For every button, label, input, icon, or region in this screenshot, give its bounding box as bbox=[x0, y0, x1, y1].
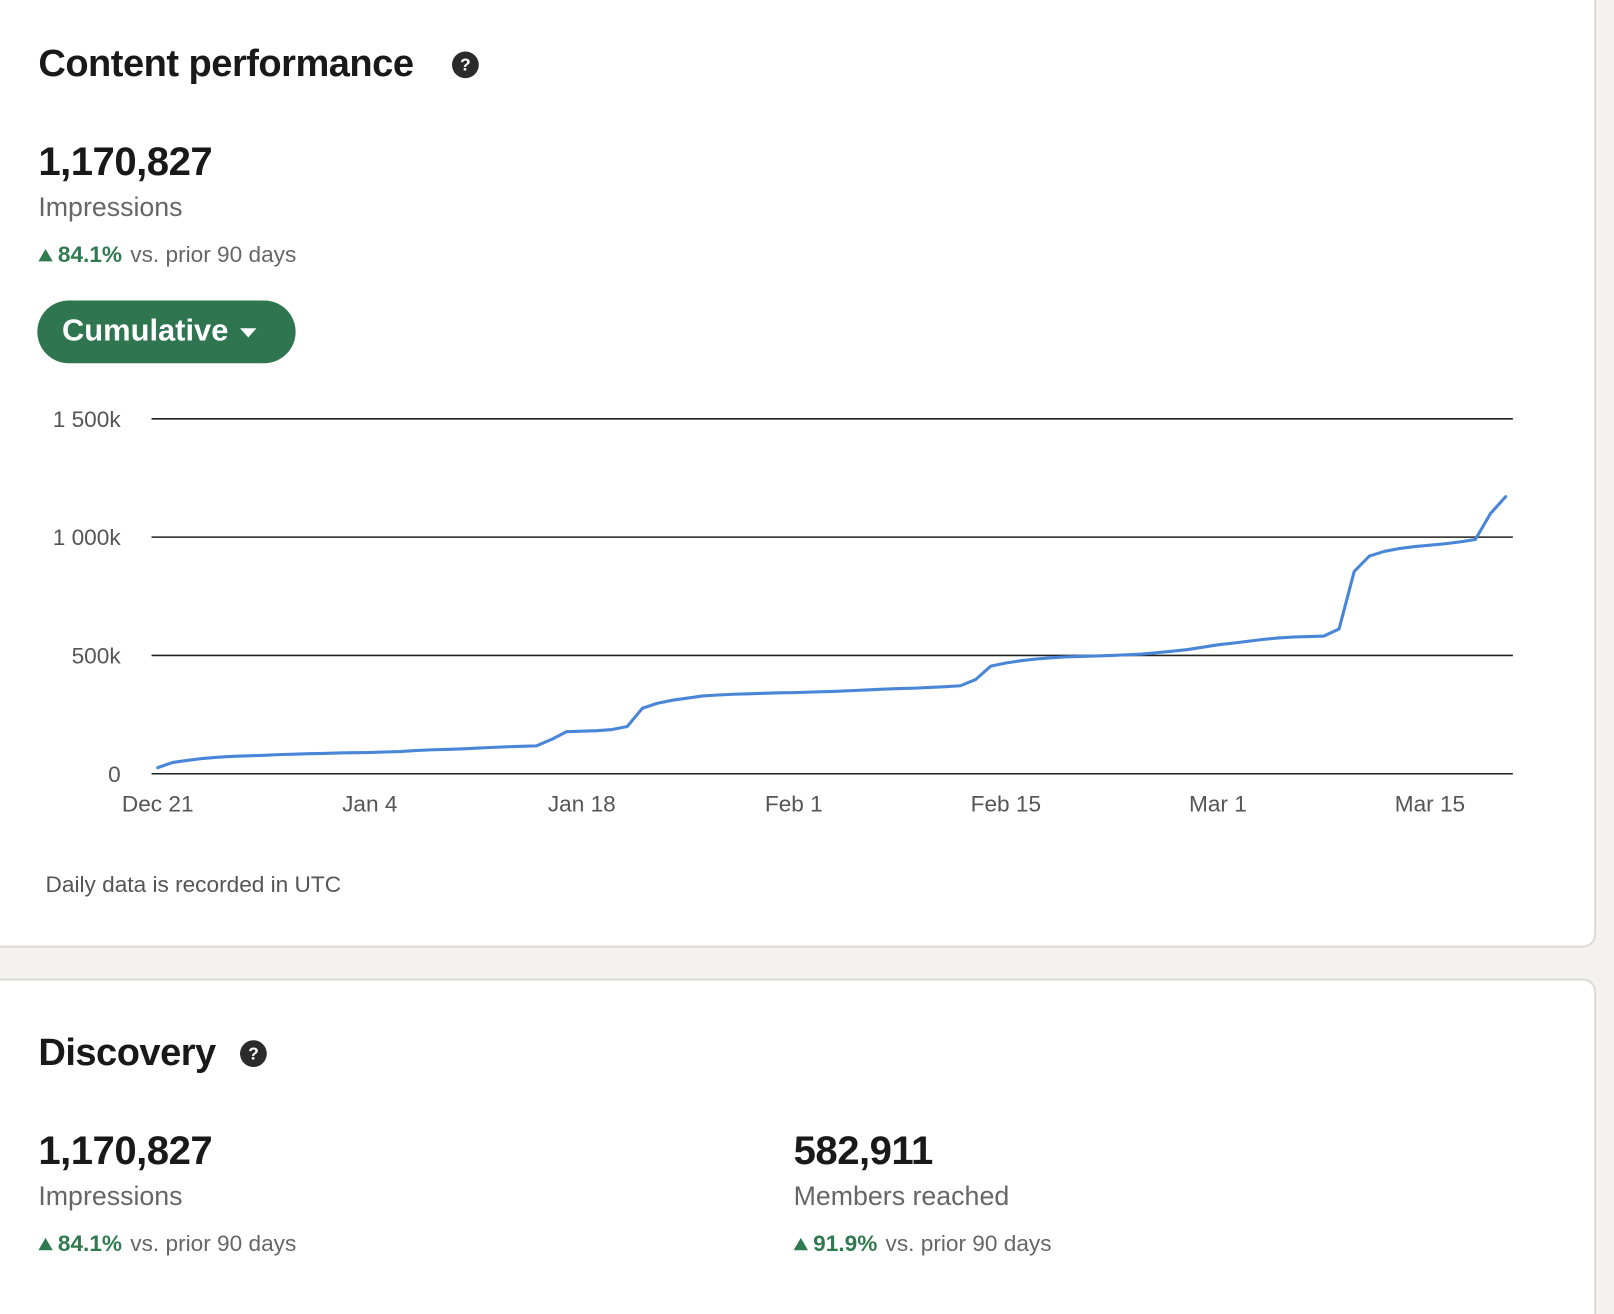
section-title: Discovery bbox=[38, 1032, 216, 1074]
y-tick-label: 1 000k bbox=[53, 525, 122, 550]
data-line bbox=[156, 495, 1508, 770]
x-tick-label: Dec 21 bbox=[122, 792, 194, 817]
up-arrow bbox=[793, 1237, 809, 1251]
up-arrow bbox=[38, 249, 53, 262]
card bbox=[0, 978, 1597, 1314]
y-tick-label: 0 bbox=[108, 762, 121, 787]
x-tick-label: Jan 18 bbox=[548, 792, 616, 817]
metric-value: 1,170,827 bbox=[38, 139, 212, 184]
svg-text:?: ? bbox=[248, 1043, 259, 1063]
x-tick-label: Feb 1 bbox=[765, 792, 823, 817]
x-tick-label: Feb 15 bbox=[971, 792, 1041, 817]
change-value: 91.9% bbox=[813, 1231, 877, 1256]
footnote: Daily data is recorded in UTC bbox=[46, 872, 342, 897]
x-tick-label: Mar 1 bbox=[1189, 792, 1247, 817]
metric-value: 582,911 bbox=[794, 1128, 933, 1173]
y-tick-label: 1 500k bbox=[53, 407, 122, 432]
comparison: vs. prior 90 days bbox=[130, 242, 296, 267]
svg-text:?: ? bbox=[460, 54, 471, 74]
metric: 1,170,827 Impressions 84.1% vs. prior 90 … bbox=[38, 1128, 296, 1256]
change-line: 84.1% vs. prior 90 days bbox=[58, 1231, 296, 1256]
change-line: 84.1% vs. prior 90 days bbox=[58, 242, 296, 267]
section-title: Content performance bbox=[38, 43, 413, 85]
metric: 582,911 Members reached 91.9% vs. prior 9… bbox=[793, 1128, 1052, 1256]
card bbox=[0, 0, 1597, 948]
metric-label: Impressions bbox=[38, 192, 182, 222]
change-line: 91.9% vs. prior 90 days bbox=[813, 1231, 1051, 1256]
change-value: 84.1% bbox=[58, 242, 122, 267]
up-arrow bbox=[38, 1237, 53, 1251]
metric-value: 1,170,827 bbox=[38, 1128, 212, 1173]
line-chart: 0 500k 1 000k 1 500k Dec 21 Jan 4 Jan 18 Feb 1 F… bbox=[53, 407, 1513, 817]
x-tick-label: Mar 15 bbox=[1395, 792, 1465, 817]
comparison: vs. prior 90 days bbox=[130, 1231, 296, 1256]
button-label: Cumulative bbox=[62, 313, 228, 348]
help-icon[interactable]: ? bbox=[452, 51, 479, 79]
y-tick-label: 500k bbox=[72, 643, 122, 668]
metric-label: Members reached bbox=[794, 1181, 1010, 1211]
change-value: 84.1% bbox=[58, 1231, 122, 1256]
help-icon[interactable]: ? bbox=[240, 1040, 267, 1068]
comparison: vs. prior 90 days bbox=[886, 1231, 1052, 1256]
x-tick-label: Jan 4 bbox=[342, 792, 397, 817]
view-button[interactable]: Cumulative bbox=[37, 300, 296, 364]
metric-label: Impressions bbox=[38, 1181, 182, 1211]
